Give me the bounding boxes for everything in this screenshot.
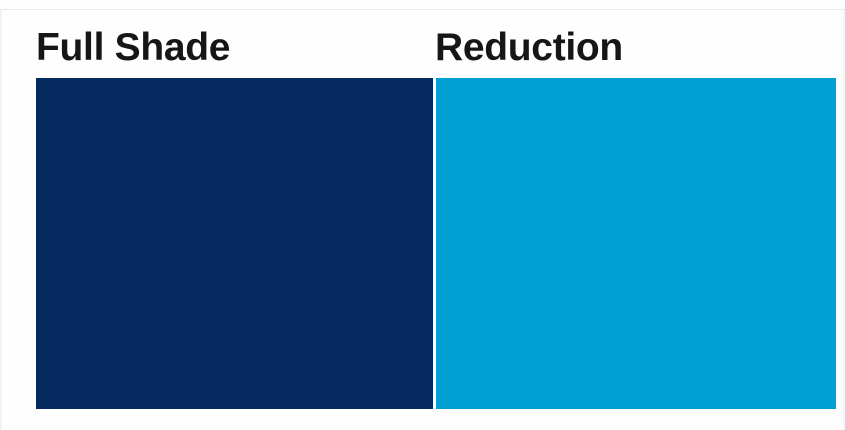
full-shade-swatch [36, 78, 433, 409]
reduction-label: Reduction [435, 26, 623, 69]
right-edge-divider [843, 10, 845, 430]
reduction-swatch [436, 78, 836, 409]
top-divider [0, 9, 845, 10]
left-edge-divider [0, 10, 2, 430]
full-shade-label: Full Shade [36, 26, 231, 69]
